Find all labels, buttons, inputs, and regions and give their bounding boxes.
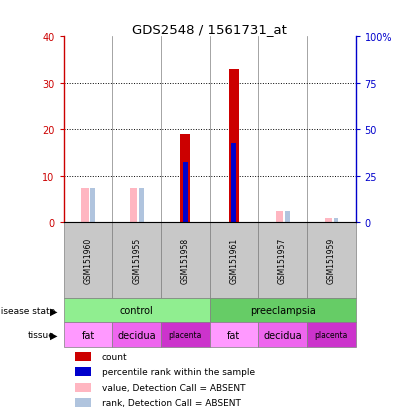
- Bar: [231, 144, 236, 223]
- FancyBboxPatch shape: [258, 223, 307, 298]
- Title: GDS2548 / 1561731_at: GDS2548 / 1561731_at: [132, 23, 287, 36]
- Bar: [334, 218, 339, 223]
- FancyBboxPatch shape: [210, 298, 356, 323]
- FancyBboxPatch shape: [307, 323, 356, 347]
- Text: GSM151960: GSM151960: [83, 237, 92, 284]
- FancyBboxPatch shape: [210, 223, 258, 298]
- Text: ▶: ▶: [51, 330, 58, 340]
- Text: disease state: disease state: [0, 306, 55, 315]
- Text: rank, Detection Call = ABSENT: rank, Detection Call = ABSENT: [102, 398, 240, 407]
- Text: fat: fat: [81, 330, 95, 340]
- Bar: [139, 188, 144, 223]
- FancyBboxPatch shape: [258, 323, 307, 347]
- Bar: [276, 211, 283, 223]
- Text: GSM151959: GSM151959: [327, 237, 336, 284]
- Text: fat: fat: [227, 330, 240, 340]
- FancyBboxPatch shape: [64, 223, 112, 298]
- FancyBboxPatch shape: [161, 323, 210, 347]
- FancyBboxPatch shape: [210, 323, 258, 347]
- Text: decidua: decidua: [118, 330, 156, 340]
- Text: tissue: tissue: [28, 330, 55, 339]
- Text: preeclampsia: preeclampsia: [250, 306, 315, 316]
- Text: ▶: ▶: [51, 306, 58, 316]
- Bar: [81, 188, 89, 223]
- Text: GSM151955: GSM151955: [132, 237, 141, 284]
- Bar: [75, 383, 91, 392]
- Bar: [75, 352, 91, 361]
- Text: GSM151957: GSM151957: [278, 237, 287, 284]
- Text: decidua: decidua: [263, 330, 302, 340]
- FancyBboxPatch shape: [112, 223, 161, 298]
- Text: GSM151961: GSM151961: [229, 237, 238, 284]
- Text: placenta: placenta: [169, 330, 202, 339]
- Text: percentile rank within the sample: percentile rank within the sample: [102, 368, 255, 377]
- Bar: [183, 163, 188, 223]
- Text: count: count: [102, 352, 127, 361]
- Bar: [229, 70, 239, 223]
- FancyBboxPatch shape: [64, 323, 112, 347]
- Text: control: control: [120, 306, 154, 316]
- Bar: [285, 211, 290, 223]
- Bar: [90, 188, 95, 223]
- Text: GSM151958: GSM151958: [181, 237, 190, 284]
- Bar: [75, 368, 91, 377]
- FancyBboxPatch shape: [307, 223, 356, 298]
- Text: value, Detection Call = ABSENT: value, Detection Call = ABSENT: [102, 383, 245, 392]
- Bar: [325, 218, 332, 223]
- Bar: [130, 188, 137, 223]
- Text: placenta: placenta: [314, 330, 348, 339]
- FancyBboxPatch shape: [64, 298, 210, 323]
- Bar: [75, 398, 91, 407]
- Bar: [180, 135, 190, 223]
- FancyBboxPatch shape: [112, 323, 161, 347]
- FancyBboxPatch shape: [161, 223, 210, 298]
